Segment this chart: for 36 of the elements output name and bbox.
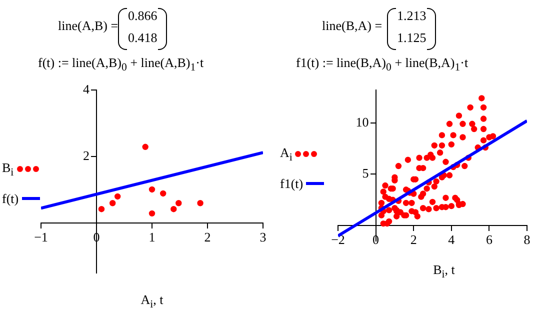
point: [114, 193, 121, 200]
text: 0.866: [128, 8, 158, 24]
x-tick-label: 8: [524, 232, 530, 247]
point: [98, 206, 105, 212]
x-tick-label: 4: [448, 232, 456, 247]
point: [170, 206, 177, 212]
text: 1.125: [397, 30, 426, 46]
point: [197, 200, 204, 206]
point: [142, 144, 148, 150]
y-tick-label: 10: [356, 114, 369, 130]
x-tick-label: 2: [204, 229, 211, 244]
x-tick-label: 0: [372, 232, 380, 247]
x-tick-label: 2: [410, 232, 417, 247]
point: [160, 190, 166, 197]
text: f1(t) := line(B,A)$_{0}$ + line(B,A)$_{1}$·t: [296, 55, 468, 74]
text: line(A,B) =: [58, 18, 118, 34]
legend-label: f1(t): [280, 176, 304, 192]
point: [148, 210, 156, 217]
x-tick-label: 6: [486, 232, 493, 247]
point: [148, 186, 156, 193]
x-tick-label: −2: [331, 232, 345, 247]
point: [176, 200, 182, 206]
legend-label: A$_{i}$: [280, 145, 292, 164]
text: 1.213: [397, 8, 426, 24]
x-axis-title: A$_{i}$, t: [140, 292, 164, 311]
x-axis-title: B$_{i}$, t: [433, 262, 455, 281]
point: [109, 200, 116, 206]
x-tick-label: 1: [148, 229, 156, 244]
y-tick-label: 5: [362, 166, 369, 181]
legend-label: f(t): [2, 190, 19, 207]
x-tick-label: −1: [34, 229, 48, 244]
legend-label: B$_{i}$: [2, 160, 14, 179]
text: f(t) := line(A,B)$_{0}$ + line(A,B)$_{1}$·t: [38, 55, 204, 74]
x-tick-label: 3: [260, 229, 266, 244]
text: 0.418: [128, 30, 158, 46]
text: line(B,A) =: [322, 18, 382, 34]
